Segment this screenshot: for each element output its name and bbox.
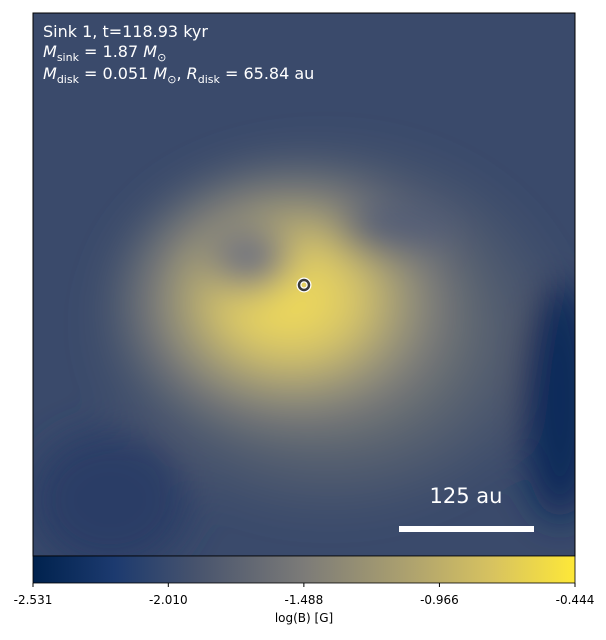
colorbar-tick-label: -2.010: [149, 593, 188, 607]
colorbar-tick-label: -2.531: [14, 593, 53, 607]
colorbar-tick-label: -0.966: [420, 593, 459, 607]
colorbar: [32, 555, 576, 584]
colorbar-tick-label: -0.444: [556, 593, 595, 607]
scale-bar-label: 125 au: [430, 484, 503, 508]
sink-marker-core: [297, 278, 311, 292]
sink-mass: Msink = 1.87 M⊙: [43, 42, 166, 64]
colorbar-label: log(B) [G]: [275, 611, 333, 625]
field-image: [33, 13, 575, 556]
colorbar-tick-label: -1.488: [285, 593, 324, 607]
title: Sink 1, t=118.93 kyr: [43, 22, 208, 41]
disk-info: Mdisk = 0.051 M⊙, Rdisk = 65.84 au: [43, 64, 314, 86]
